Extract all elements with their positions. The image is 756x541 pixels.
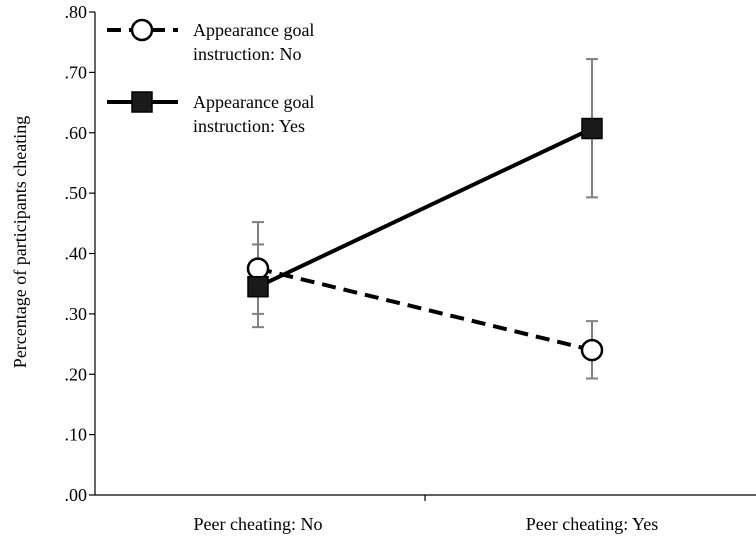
y-tick-label: .60 xyxy=(65,123,88,143)
y-tick-label: .40 xyxy=(65,244,88,264)
series-line-2 xyxy=(257,126,593,289)
data-point-series-2 xyxy=(247,275,269,298)
data-point-series-1 xyxy=(580,338,604,362)
y-tick-label: .10 xyxy=(65,425,88,445)
y-tick-label: .70 xyxy=(65,62,88,82)
x-tick-label: Peer cheating: No xyxy=(194,514,323,534)
y-tick-label: .30 xyxy=(65,304,88,324)
data-point-series-2 xyxy=(581,117,603,140)
series-line-1 xyxy=(257,266,593,353)
data-point-series-1 xyxy=(246,257,270,280)
legend-marker-1 xyxy=(130,18,154,42)
y-tick-label: .20 xyxy=(65,364,88,384)
y-tick-label: .00 xyxy=(65,485,88,505)
y-tick-label: .50 xyxy=(65,183,88,203)
axes: .00 .10 .20 .30 .40 .50 .60 .70 .80 Peer cheating… xyxy=(65,2,756,534)
data-markers xyxy=(246,117,604,362)
x-tick-label: Peer cheating: Yes xyxy=(526,514,658,534)
legend-label-1: instruction: No xyxy=(193,44,302,64)
y-tick-label: .80 xyxy=(65,2,88,22)
legend-label-1: Appearance goal xyxy=(193,20,314,40)
y-axis-label: Percentage of participants cheating xyxy=(10,116,30,368)
legend: Appearance goal instruction: No Appearance… xyxy=(107,18,314,136)
legend-label-2: Appearance goal xyxy=(193,92,314,112)
legend-label-2: instruction: Yes xyxy=(193,116,305,136)
legend-marker-2 xyxy=(131,91,153,113)
series-lines xyxy=(257,126,593,353)
